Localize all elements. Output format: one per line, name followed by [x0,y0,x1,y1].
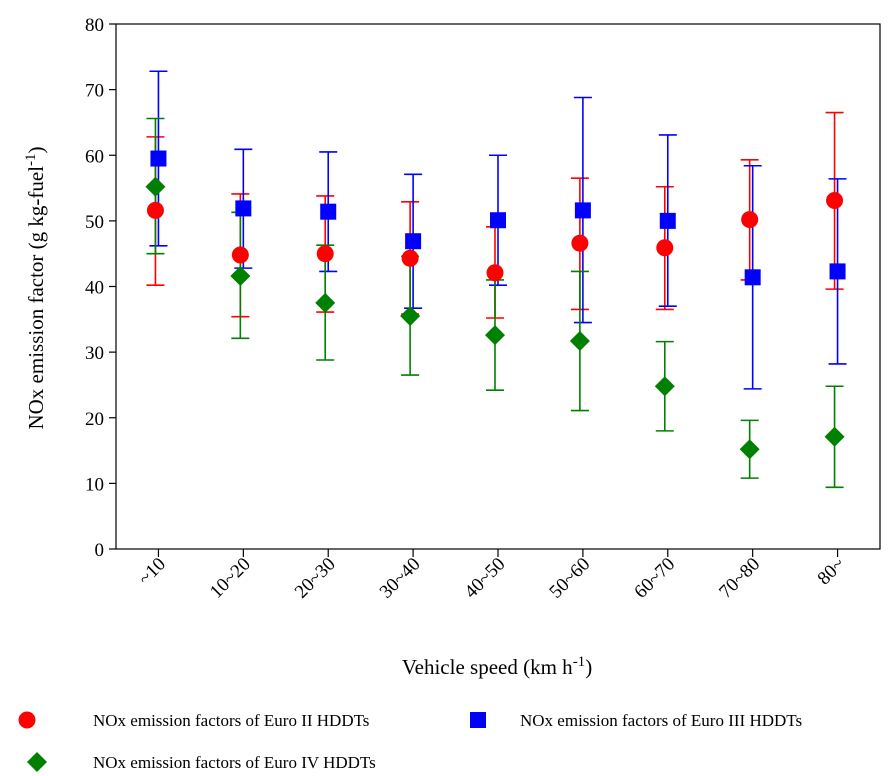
series-3-markers [145,176,845,460]
y-tick-label: 30 [85,343,104,364]
data-point [569,330,590,351]
x-axis-title: Vehicle speed (km h-1) [402,654,592,679]
legend-item: NOx emission factors of Euro IV HDDTs [27,752,376,772]
data-point [401,249,419,267]
y-tick-label: 50 [85,212,104,233]
data-point [824,426,845,447]
legend: NOx emission factors of Euro II HDDTs NOx… [18,711,802,772]
data-point [654,376,675,397]
x-tick-label: 60~70 [630,554,679,603]
data-point [315,292,336,313]
data-point [829,263,846,280]
data-point [659,212,676,229]
y-tick-label: 10 [85,474,104,495]
y-tick-label: 70 [85,81,104,102]
legend-label: NOx emission factors of Euro IV HDDTs [93,753,376,772]
plot-area [145,70,847,489]
data-point [470,712,486,728]
y-tick-label: 0 [95,540,105,561]
series-3 [146,117,844,489]
data-point [400,306,421,327]
data-point [405,233,422,250]
plot-frame [115,23,881,550]
axes: 0 10 20 30 40 50 60 70 80 ~10 10~20 20~30 30~40 40~50… [85,15,881,603]
data-point [145,176,166,197]
y-axis-title: NOx emission factor (g kg-fuel-1) [23,146,48,429]
x-tick-label: ~10 [134,554,170,590]
y-tick-label: 40 [85,278,104,299]
data-point [231,246,249,264]
x-tick-label: 80~ [814,554,850,590]
legend-label: NOx emission factors of Euro III HDDTs [520,711,802,730]
series-2-markers [150,150,846,286]
x-tick-label: 40~50 [461,554,510,603]
data-point [826,192,844,210]
x-tick-label: 50~60 [545,554,594,603]
data-point [656,239,674,257]
data-point [320,203,337,220]
series-1-markers [146,192,844,282]
data-point [744,269,761,286]
data-point [27,752,47,772]
x-tick-label: 70~80 [715,554,764,603]
data-point [485,325,505,346]
x-tick-label: 10~20 [206,554,255,603]
legend-item: NOx emission factors of Euro II HDDTs [18,711,369,730]
data-point [490,212,506,229]
data-point [146,201,164,219]
data-point [316,245,334,263]
y-tick-label: 20 [85,409,104,430]
data-point [571,234,589,252]
data-point [18,711,36,729]
data-point [150,150,167,167]
x-tick-label: 30~40 [376,554,425,603]
data-point [486,264,504,282]
y-tick-label: 60 [85,146,104,167]
legend-item: NOx emission factors of Euro III HDDTs [470,711,802,730]
data-point [741,211,759,229]
data-point [230,266,251,286]
x-tick-label: 20~30 [291,554,340,603]
data-point [574,202,591,219]
legend-label: NOx emission factors of Euro II HDDTs [93,711,369,730]
data-point [739,439,760,460]
data-point [235,200,252,217]
y-tick-label: 80 [85,15,104,36]
